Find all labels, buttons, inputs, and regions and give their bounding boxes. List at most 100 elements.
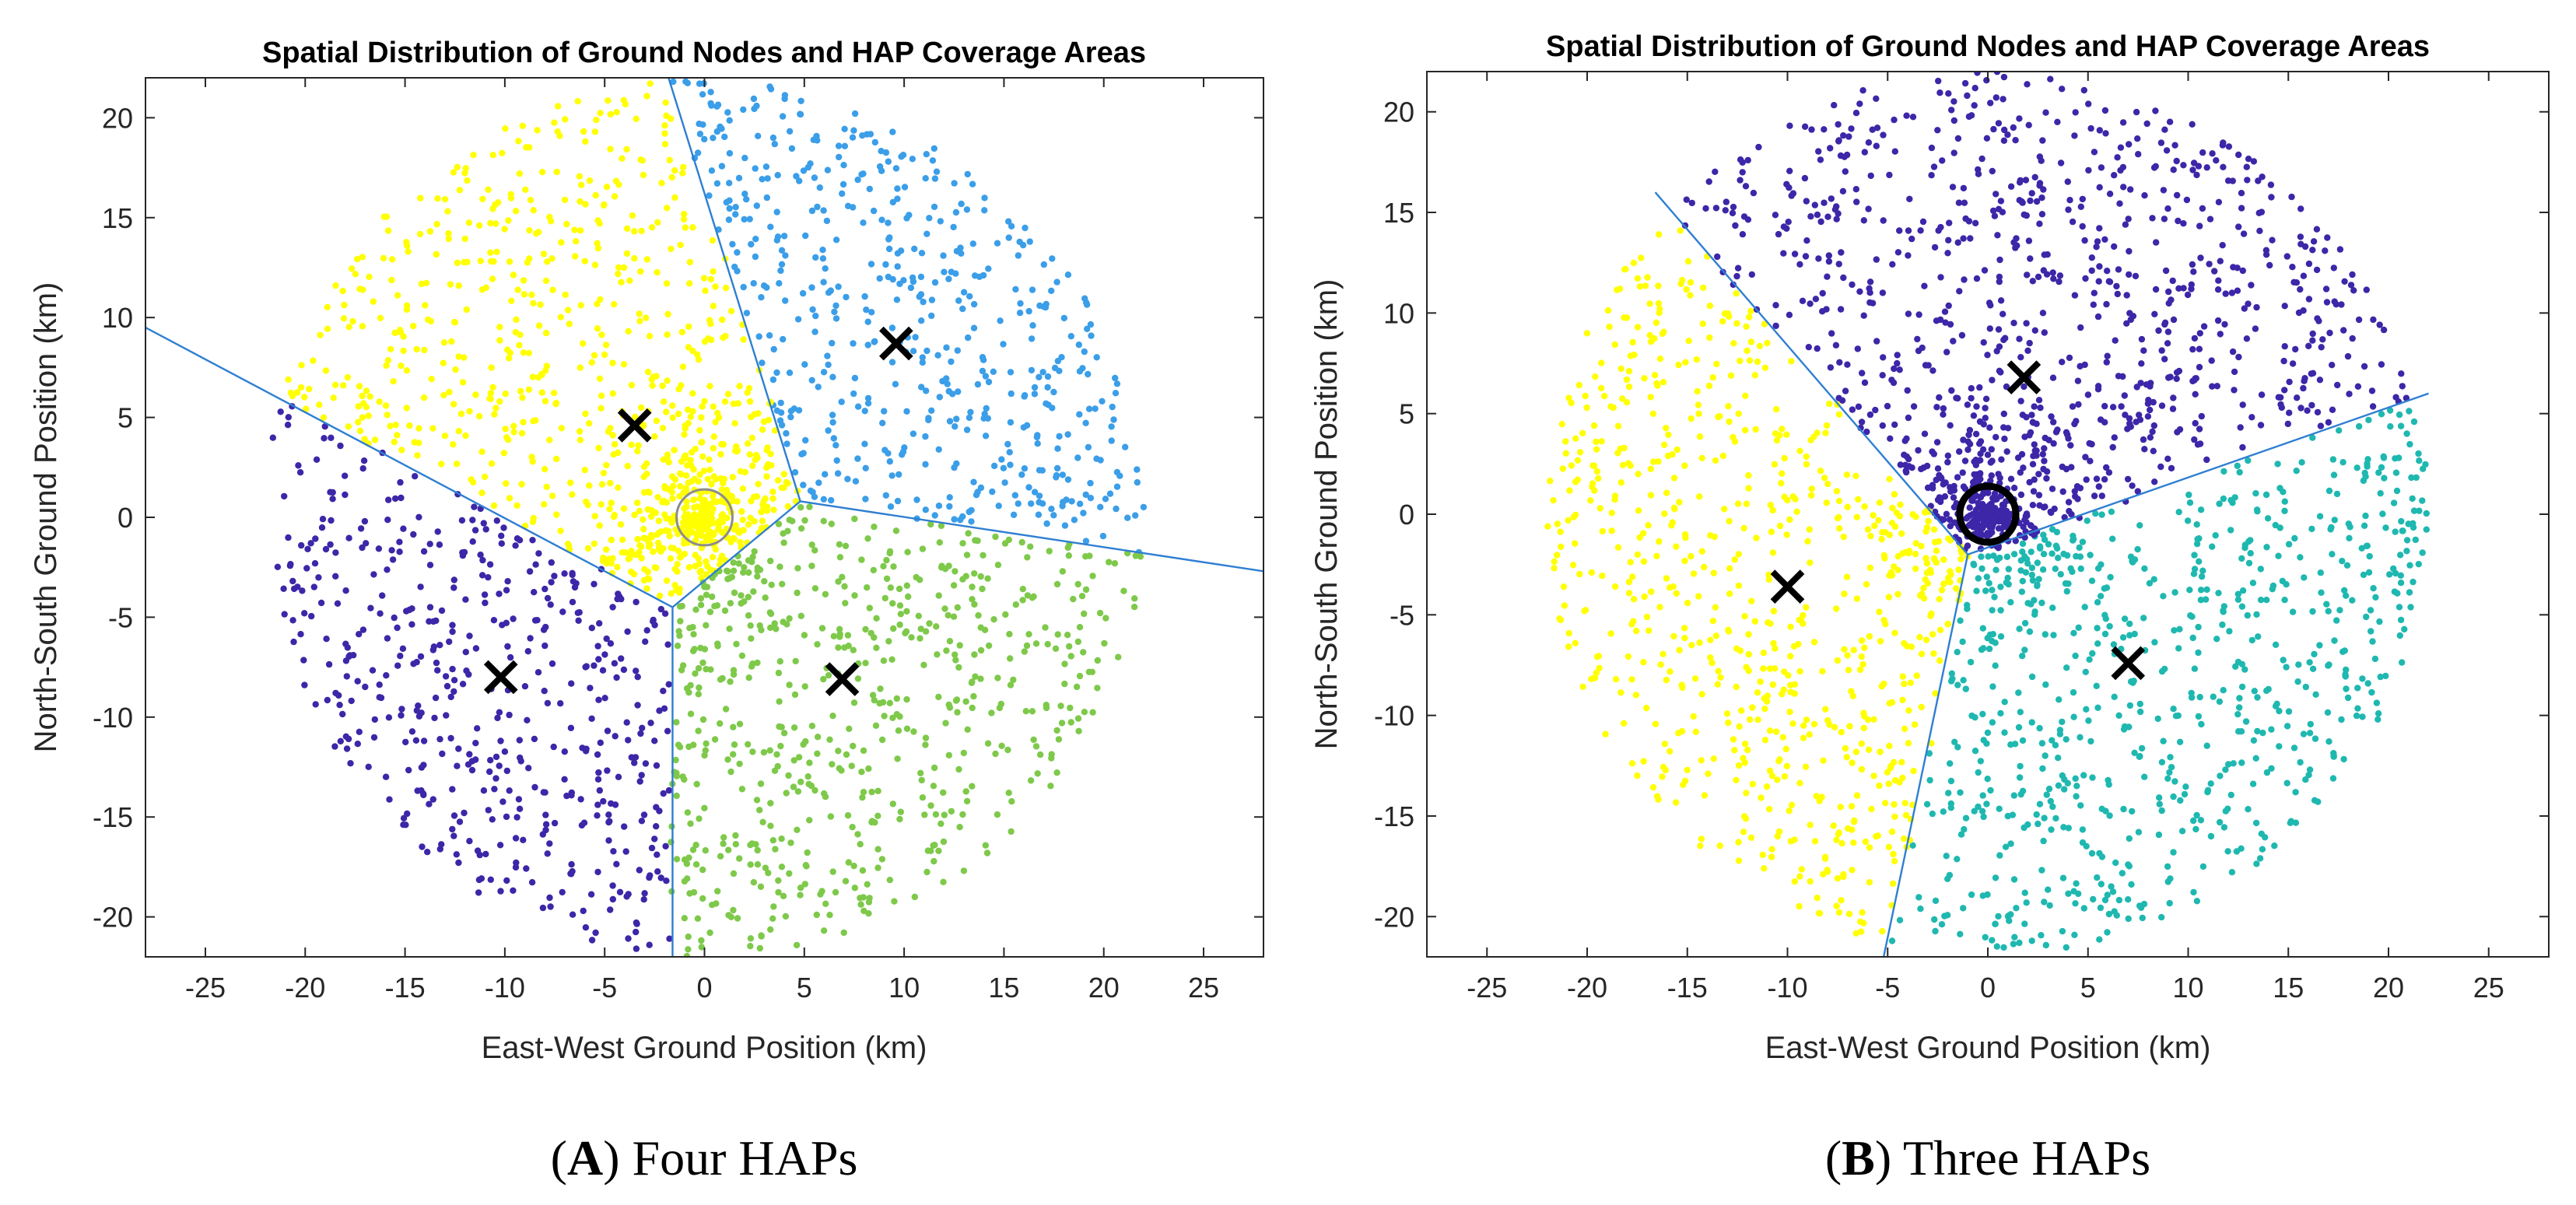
- ground-node-point: [531, 589, 538, 596]
- ground-node-point: [1735, 839, 1742, 846]
- ground-node-point: [2268, 726, 2275, 733]
- ground-node-point: [609, 359, 616, 366]
- ground-node-point: [740, 336, 747, 343]
- ground-node-point: [870, 566, 878, 574]
- ground-node-point: [773, 625, 780, 632]
- chart-title: Spatial Distribution of Ground Nodes and…: [1546, 30, 2430, 63]
- ground-node-point: [1010, 511, 1018, 518]
- ground-node-point: [1786, 709, 1793, 716]
- ground-node-point: [2160, 737, 2167, 744]
- ground-node-point: [1562, 450, 1570, 457]
- ground-node-point: [1759, 851, 1766, 859]
- ground-node-point: [1650, 458, 1657, 465]
- ground-node-point: [782, 297, 789, 304]
- ground-node-point: [1982, 934, 1989, 941]
- ground-node-point: [1886, 742, 1893, 750]
- ground-node-point: [707, 336, 715, 344]
- ground-node-point: [2120, 805, 2127, 813]
- ground-node-point: [2286, 378, 2293, 386]
- ground-node-point: [641, 890, 648, 897]
- ground-node-point: [1102, 615, 1109, 622]
- ground-node-point: [938, 820, 945, 828]
- ground-node-point: [1996, 343, 2003, 350]
- ground-node-point: [801, 361, 808, 368]
- ground-node-point: [2027, 197, 2034, 205]
- ground-node-point: [2189, 345, 2196, 353]
- ground-node-point: [738, 652, 746, 660]
- ground-node-point: [680, 163, 687, 170]
- ground-node-point: [2116, 200, 2123, 207]
- ground-node-point: [2026, 339, 2033, 347]
- ground-node-point: [2055, 555, 2062, 562]
- ground-node-point: [1945, 236, 1952, 243]
- ground-node-point: [1813, 793, 1820, 800]
- ground-node-point: [2209, 383, 2216, 390]
- ground-node-point: [786, 370, 794, 377]
- ground-node-point: [454, 762, 461, 769]
- ground-node-point: [896, 621, 903, 629]
- ground-node-point: [1806, 526, 1813, 533]
- ground-node-point: [717, 720, 724, 727]
- ground-node-point: [750, 95, 758, 103]
- ground-node-point: [2193, 171, 2200, 179]
- ground-node-point: [962, 788, 969, 795]
- ground-node-point: [953, 415, 960, 422]
- ground-station-circle: [675, 488, 734, 547]
- ground-node-point: [773, 751, 780, 758]
- ground-node-point: [341, 301, 348, 309]
- ground-node-point: [462, 432, 469, 440]
- ground-node-point: [625, 737, 632, 744]
- ground-node-point: [984, 575, 991, 582]
- ground-node-point: [1667, 668, 1674, 675]
- ground-node-point: [936, 394, 944, 401]
- ground-node-point: [2330, 264, 2337, 271]
- ground-node-point: [1773, 405, 1780, 413]
- ground-node-point: [1838, 897, 1845, 904]
- ground-node-point: [2119, 373, 2126, 380]
- ground-node-point: [901, 184, 909, 191]
- ground-node-point: [633, 552, 640, 559]
- ground-node-point: [730, 567, 738, 574]
- ground-node-point: [1082, 586, 1090, 594]
- ground-node-point: [1731, 747, 1738, 754]
- ground-node-point: [519, 122, 526, 129]
- ground-node-point: [491, 786, 498, 793]
- ground-node-point: [1997, 709, 2004, 717]
- ground-station-marker: [675, 488, 734, 547]
- ground-node-point: [868, 788, 875, 796]
- ground-node-point: [1796, 873, 1803, 880]
- ground-node-point: [1996, 367, 2003, 374]
- ground-node-point: [336, 702, 343, 709]
- ground-node-point: [640, 489, 648, 496]
- ground-node-point: [2061, 786, 2068, 793]
- ground-node-point: [942, 720, 949, 727]
- ground-node-point: [493, 517, 500, 524]
- ground-node-point: [845, 643, 852, 650]
- ground-node-point: [1656, 306, 1663, 313]
- ground-node-point: [836, 541, 843, 548]
- ground-node-point: [596, 375, 604, 382]
- ground-node-point: [1727, 372, 1735, 379]
- ground-node-point: [2075, 624, 2082, 631]
- ground-node-point: [1850, 839, 1857, 846]
- panel-caption-a: (A) Four HAPs: [551, 1130, 858, 1186]
- ground-node-point: [596, 786, 603, 794]
- ground-node-point: [707, 275, 715, 283]
- ground-node-point: [1821, 475, 1828, 482]
- ground-node-point: [1787, 653, 1794, 660]
- ground-node-point: [1779, 734, 1786, 741]
- ground-node-point: [297, 384, 305, 391]
- ground-node-point: [647, 80, 654, 87]
- ground-node-point: [2031, 403, 2038, 410]
- ground-node-point: [2370, 316, 2377, 324]
- ground-node-point: [647, 513, 655, 520]
- ground-node-point: [546, 436, 553, 443]
- ground-node-point: [605, 811, 612, 818]
- ground-node-point: [732, 841, 739, 848]
- ground-node-point: [2376, 321, 2383, 328]
- ground-node-point: [609, 895, 616, 903]
- ground-node-point: [1076, 411, 1083, 418]
- ground-node-point: [1791, 878, 1798, 885]
- ground-node-point: [2190, 570, 2198, 577]
- ground-node-point: [1811, 838, 1819, 845]
